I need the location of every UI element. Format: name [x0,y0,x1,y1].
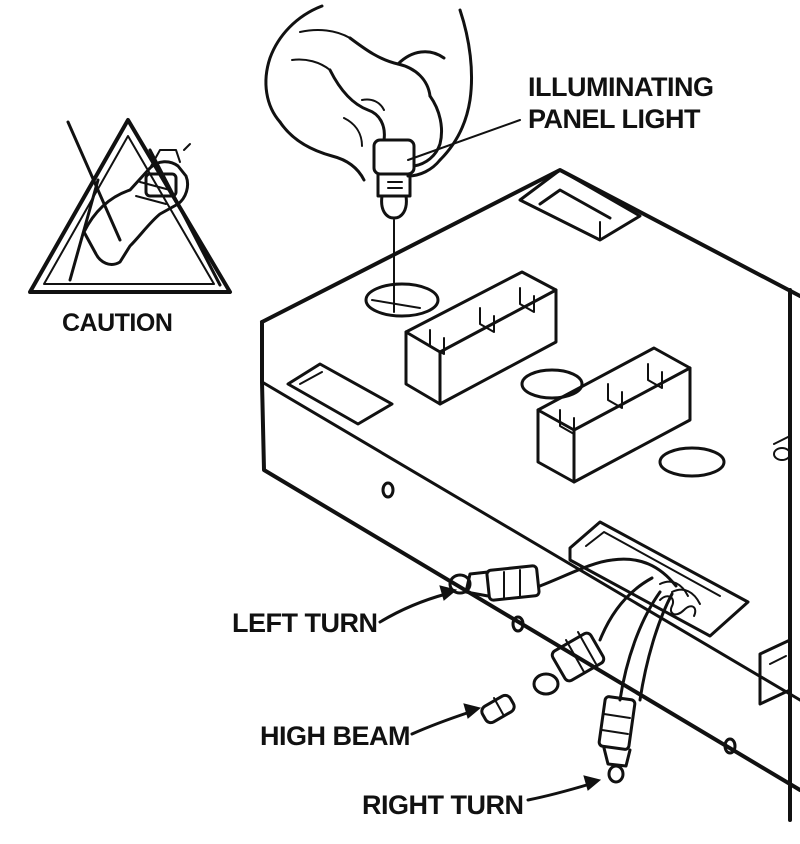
label-illuminating-line1: ILLUMINATING [528,72,714,102]
high-beam-leader [410,710,472,736]
label-illuminating-line2: PANEL LIGHT [528,104,701,134]
label-high-beam: HIGH BEAM [260,721,411,751]
label-left-turn: LEFT TURN [232,608,378,638]
left-turn-bulb-icon [448,564,541,602]
caution-triangle-icon [28,118,232,294]
right-turn-leader [526,782,592,802]
high-beam-bulb-icon [480,631,606,725]
light-housing-icon [260,168,800,822]
right-turn-bulb-icon [597,695,637,784]
label-right-turn: RIGHT TURN [362,790,524,820]
hand-holding-bulb-icon [264,4,521,313]
left-turn-leader [378,592,448,624]
wiring-harness [538,557,701,702]
label-caution: CAUTION [62,309,173,337]
leader-arrows [378,585,602,802]
